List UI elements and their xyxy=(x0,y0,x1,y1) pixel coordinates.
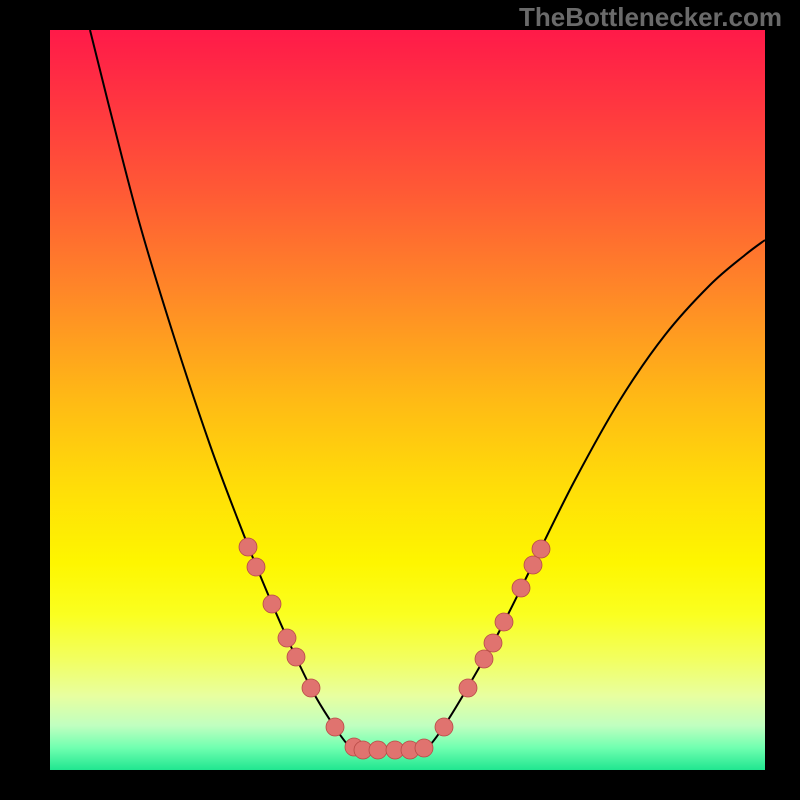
plot-gradient-background xyxy=(50,30,765,770)
watermark-text: TheBottlenecker.com xyxy=(519,2,782,33)
chart-container: TheBottlenecker.com xyxy=(0,0,800,800)
